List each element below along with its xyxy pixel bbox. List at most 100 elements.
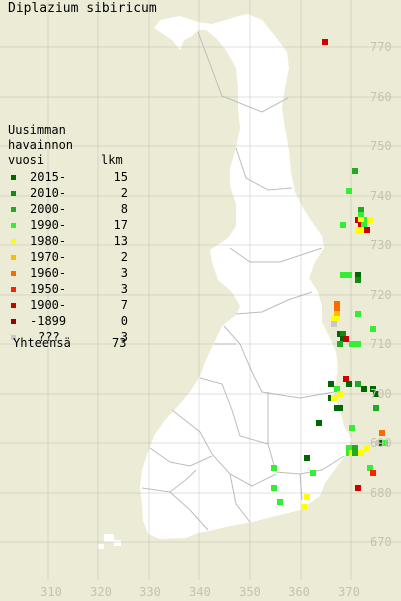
observation-marker (367, 217, 373, 223)
observation-marker (337, 391, 343, 397)
y-axis-label: 760 (370, 90, 392, 104)
legend-column-year: vuosi (8, 153, 45, 167)
observation-marker (355, 485, 361, 491)
observation-marker (346, 381, 352, 387)
observation-marker (355, 381, 361, 387)
legend-period-label: 1980- (30, 234, 67, 248)
observation-marker (340, 331, 346, 337)
legend-swatch (11, 223, 16, 228)
legend-period-label: ??? (38, 330, 60, 344)
legend-swatch (11, 255, 16, 260)
y-axis-label: 720 (370, 288, 392, 302)
observations-layer (271, 39, 388, 510)
legend-heading-line-1: Uusimman (8, 123, 66, 137)
legend-period-label: 1900- (30, 298, 67, 312)
legend-count: 7 (120, 298, 128, 312)
legend-period-label: -1899 (30, 314, 67, 328)
observation-marker (349, 425, 355, 431)
observation-marker (316, 420, 322, 426)
observation-marker (337, 405, 343, 411)
observation-marker (352, 445, 358, 451)
x-axis-label: 350 (239, 585, 261, 599)
region-borders (141, 31, 345, 531)
legend-count: 8 (120, 202, 128, 216)
observation-marker (340, 222, 346, 228)
legend-swatch (11, 207, 16, 212)
observation-marker (367, 465, 373, 471)
observation-marker (346, 272, 352, 278)
x-axis-label: 370 (338, 585, 360, 599)
y-axis-label: 750 (370, 139, 392, 153)
observation-marker (370, 386, 376, 392)
legend-count: 3 (120, 330, 128, 344)
observation-marker (322, 39, 328, 45)
y-axis-label: 690 (370, 436, 392, 450)
legend-count: 3 (120, 266, 128, 280)
legend-period-label: 2015- (30, 170, 67, 184)
y-axis-label: 670 (370, 535, 392, 549)
observation-marker (331, 395, 337, 401)
legend-count: 17 (113, 218, 128, 232)
observation-marker (328, 381, 334, 387)
legend-swatch (11, 239, 16, 244)
observation-marker (355, 272, 361, 278)
finland-landmass (140, 14, 352, 539)
observation-marker (358, 207, 364, 213)
legend-count: 0 (120, 314, 128, 328)
x-axis-label: 340 (189, 585, 211, 599)
legend-count: 2 (120, 250, 128, 264)
observation-marker (346, 445, 352, 451)
legend-count: 13 (113, 234, 128, 248)
observation-marker (343, 336, 349, 342)
legend-swatch (11, 319, 16, 324)
y-axis-label: 770 (370, 40, 392, 54)
observation-marker (334, 316, 340, 322)
legend-swatch (11, 175, 16, 180)
observation-marker (373, 405, 379, 411)
observation-marker (373, 391, 379, 397)
y-axis-label: 710 (370, 337, 392, 351)
observation-marker (352, 168, 358, 174)
legend-count: 2 (120, 186, 128, 200)
observation-marker (358, 450, 364, 456)
x-axis-label: 330 (139, 585, 161, 599)
legend-heading-line-2: havainnon (8, 138, 74, 152)
observation-marker (364, 227, 370, 233)
observation-marker (334, 386, 340, 392)
observation-marker (337, 341, 343, 347)
legend-count: 15 (113, 170, 128, 184)
legend-period-label: 1970- (30, 250, 67, 264)
observation-marker (304, 494, 310, 500)
map-title: Diplazium sibiricum (8, 1, 157, 16)
legend-swatch (11, 191, 16, 196)
observation-marker (334, 306, 340, 312)
aland-islands (98, 534, 121, 549)
legend-period-label: 2010- (30, 186, 67, 200)
y-axis-label: 700 (370, 387, 392, 401)
observation-marker (301, 504, 307, 510)
coordinate-grid (0, 0, 401, 580)
legend-period-label: 1990- (30, 218, 67, 232)
x-axis-label: 360 (288, 585, 310, 599)
y-axis-label: 680 (370, 486, 392, 500)
observation-marker (340, 272, 346, 278)
observation-marker (364, 445, 370, 451)
y-axis-label: 730 (370, 238, 392, 252)
observation-marker (361, 386, 367, 392)
observation-marker (271, 465, 277, 471)
observation-marker (361, 222, 367, 228)
y-axis-label: 740 (370, 189, 392, 203)
observation-marker (370, 326, 376, 332)
observation-marker (334, 311, 340, 317)
observation-marker (343, 376, 349, 382)
observation-marker (355, 277, 361, 283)
observation-marker (355, 341, 361, 347)
legend-period-label: 2000- (30, 202, 67, 216)
observation-marker (271, 485, 277, 491)
observation-marker (358, 212, 364, 218)
legend-column-count: lkm (101, 153, 123, 167)
observation-marker (355, 311, 361, 317)
legend-total-label: Yhteensä (13, 336, 71, 350)
